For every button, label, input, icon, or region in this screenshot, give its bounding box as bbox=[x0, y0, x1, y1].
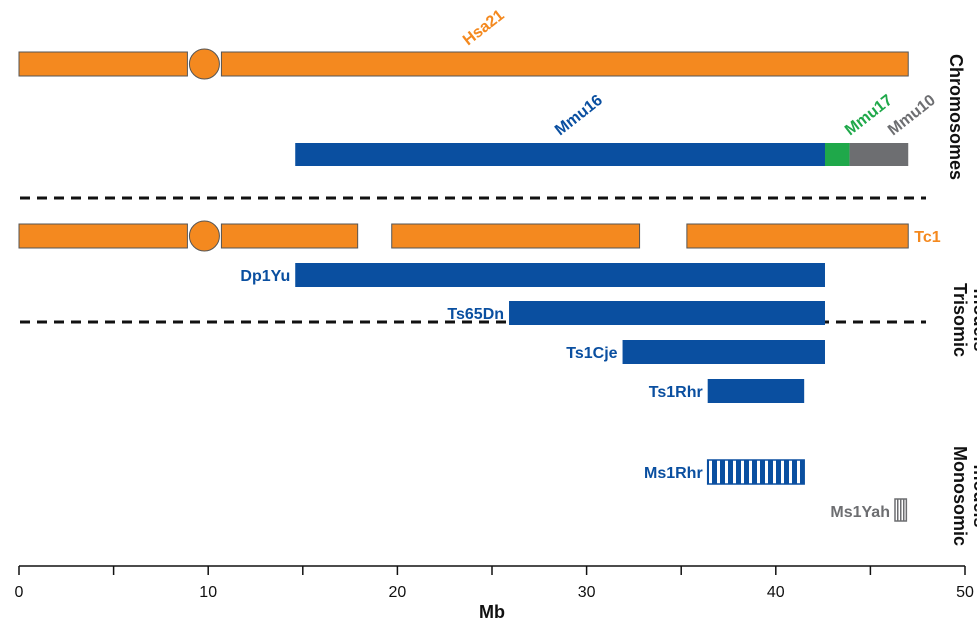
model-ts65dn-bar bbox=[509, 301, 825, 325]
chromosome-mmu10-band bbox=[849, 143, 909, 166]
chromosome-mmu17-band bbox=[824, 143, 850, 166]
x-axis-tick-label: 20 bbox=[389, 584, 407, 601]
model-ts65dn-label: Ts65Dn bbox=[447, 306, 504, 323]
chromosome-mmu16-band bbox=[295, 143, 825, 166]
chromosome-hsa21 bbox=[18, 48, 909, 80]
x-axis: 0 10 20 30 40 50 bbox=[15, 565, 974, 601]
model-tc1-segment-2 bbox=[686, 223, 909, 249]
model-tc1-arm-p bbox=[18, 223, 188, 249]
model-tc1-segment-1 bbox=[391, 223, 641, 249]
model-ts1cje-bar bbox=[622, 340, 825, 364]
chromosome-mmu16-label: Mmu16 bbox=[552, 92, 606, 139]
model-dp1yu-label: Dp1Yu bbox=[240, 268, 290, 285]
chromosome-mmu10-label: Mmu10 bbox=[885, 92, 939, 139]
section-label-monosomic-line2: models bbox=[970, 464, 977, 527]
x-axis-tick-label: 50 bbox=[956, 584, 974, 601]
model-ms1yah-bar bbox=[894, 498, 908, 522]
model-ms1rhr-bar bbox=[706, 459, 805, 485]
x-axis-tick-label: 40 bbox=[767, 584, 785, 601]
model-tc1-arm-q-0 bbox=[220, 223, 359, 249]
model-dp1yu-bar bbox=[295, 263, 825, 287]
chromosome-hsa21-label: Hsa21 bbox=[460, 7, 508, 49]
chromosome-hsa21-centromere bbox=[188, 48, 220, 80]
model-ts1cje-label: Ts1Cje bbox=[566, 345, 617, 362]
section-label-trisomic: Trisomic models bbox=[950, 283, 977, 357]
section-label-trisomic-line1: Trisomic bbox=[950, 283, 970, 357]
model-tc1-centromere bbox=[188, 220, 220, 252]
x-axis-tick-label: 10 bbox=[199, 584, 217, 601]
model-ts1rhr-bar bbox=[707, 379, 805, 403]
section-label-chromosomes: Chromosomes bbox=[946, 54, 966, 180]
monosomic-models: Ms1Rhr Ms1Yah bbox=[644, 459, 908, 522]
x-axis-label: Mb bbox=[479, 602, 505, 622]
section-label-monosomic-line1: Monosomic bbox=[950, 446, 970, 546]
model-tc1-label: Tc1 bbox=[914, 229, 940, 246]
section-label-trisomic-line2: models bbox=[970, 288, 977, 351]
model-ts1rhr-label: Ts1Rhr bbox=[649, 384, 703, 401]
model-ms1rhr-label: Ms1Rhr bbox=[644, 465, 703, 482]
x-axis-tick-label: 0 bbox=[15, 584, 24, 601]
chromosome-mmu17-label: Mmu17 bbox=[842, 92, 896, 139]
trisomic-models: Tc1 Dp1Yu Ts65Dn Ts1Cje Ts1Rhr bbox=[18, 220, 941, 403]
model-ms1yah-label: Ms1Yah bbox=[830, 504, 890, 521]
section-label-monosomic: Monosomic models bbox=[950, 446, 977, 546]
chromosome-hsa21-arm-p bbox=[18, 51, 188, 77]
x-axis-tick-label: 30 bbox=[578, 584, 596, 601]
chromosome-hsa21-arm-q-0 bbox=[220, 51, 909, 77]
